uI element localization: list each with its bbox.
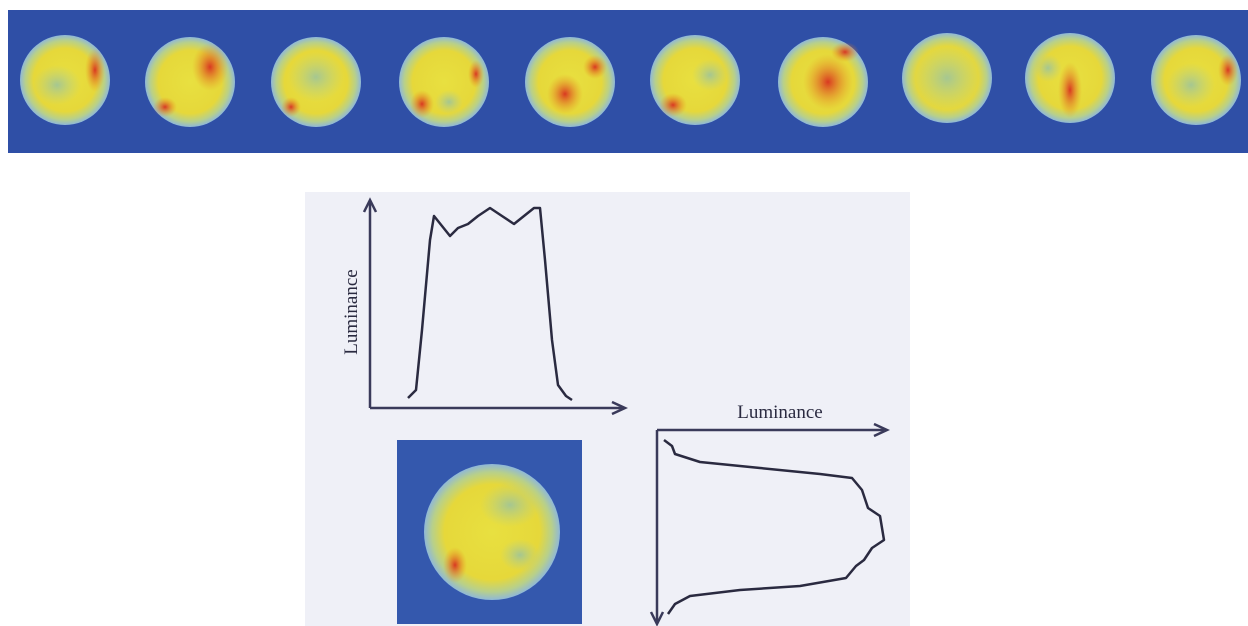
profile-curve — [663, 439, 886, 615]
vertical-profile: Luminance — [649, 402, 890, 626]
x-axis-arrow — [611, 400, 628, 416]
axis-label: Luminance — [341, 269, 362, 354]
x-axis-arrow — [873, 422, 890, 438]
disc-series — [20, 33, 1241, 127]
profile-curve — [407, 206, 573, 402]
y-axis-arrow — [649, 611, 665, 626]
y-axis-arrow — [362, 197, 378, 213]
axis-label: Luminance — [737, 402, 822, 423]
horizontal-profile: Luminance — [341, 197, 628, 416]
sample-image — [397, 440, 582, 624]
